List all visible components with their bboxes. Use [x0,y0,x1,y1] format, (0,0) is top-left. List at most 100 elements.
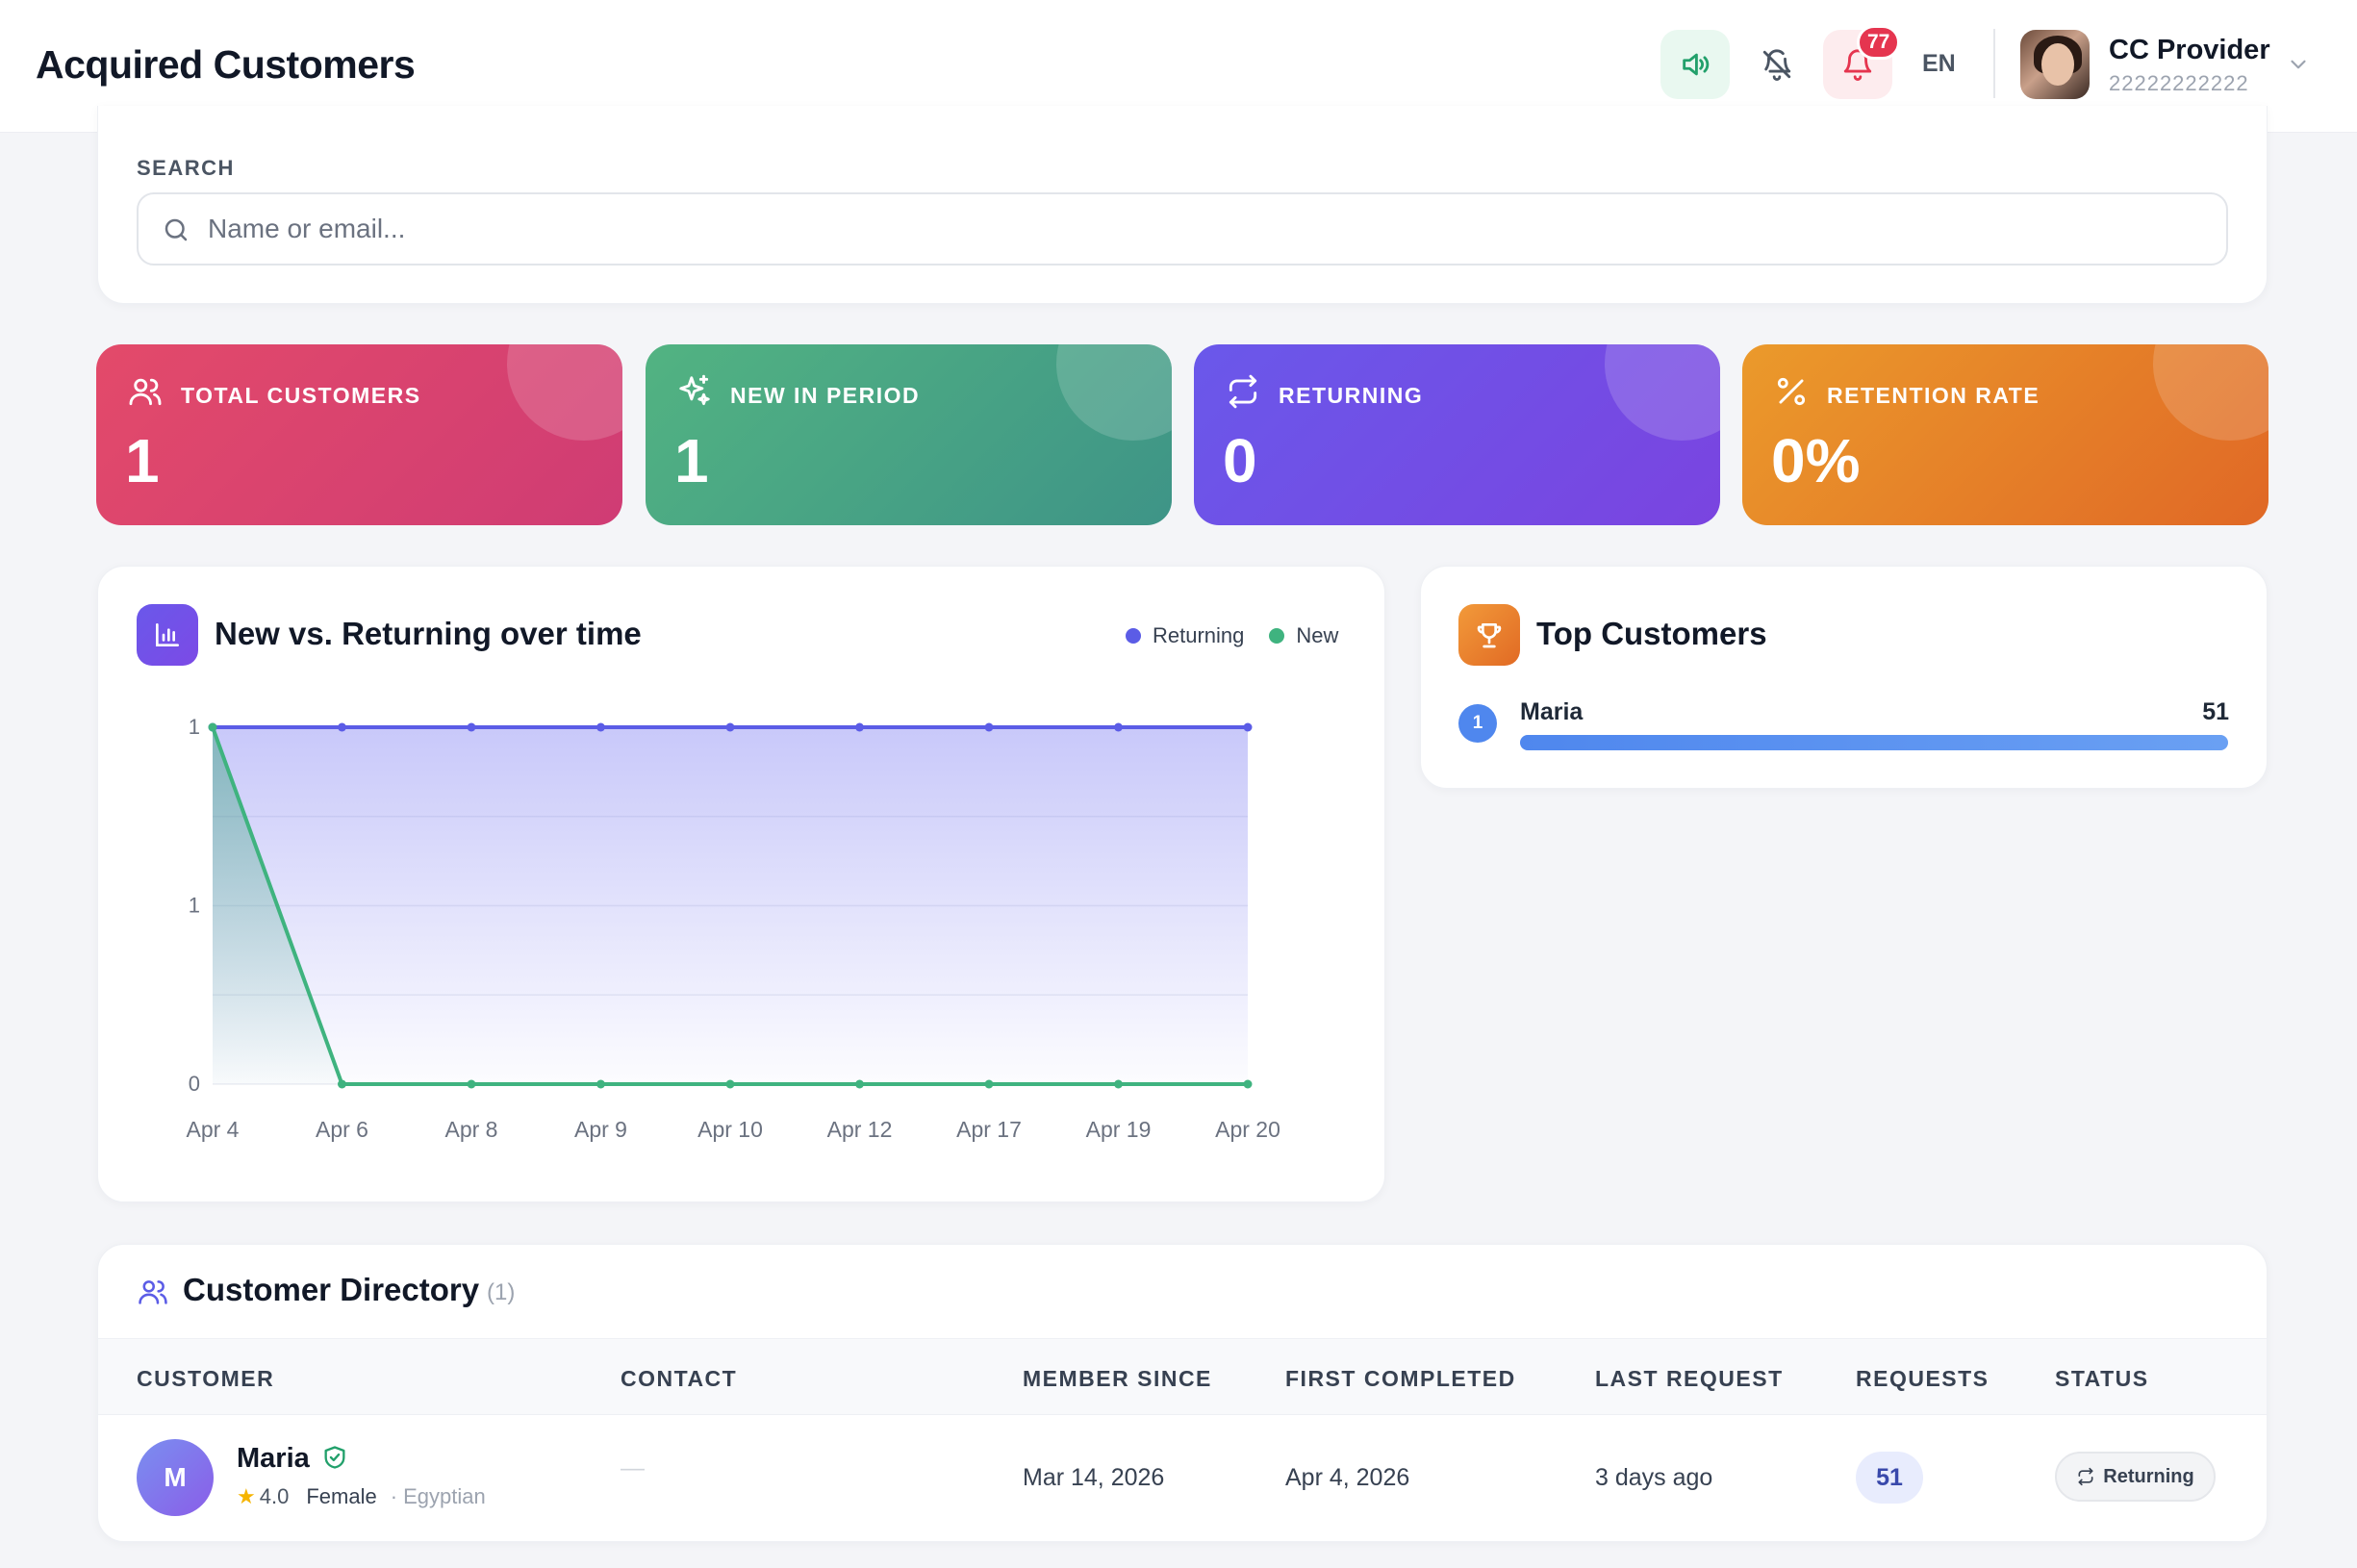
user-id: 22222222222 [2109,71,2249,95]
sound-toggle-button[interactable] [1660,30,1730,99]
y-tick-label: 1 [189,894,200,918]
stat-label: RETURNING [1279,383,1424,408]
customer-avatar: M [137,1439,214,1516]
column-header-requests[interactable]: REQUESTS [1856,1366,1990,1391]
x-tick-label: Apr 19 [1086,1117,1152,1142]
customer-meta: ★ 4.0 Female · Egyptian [237,1484,486,1509]
notification-count-badge: 77 [1857,25,1901,60]
data-point [984,1079,994,1089]
bar-chart-icon [156,623,179,646]
chart-badge [137,604,198,666]
stat-value: 0 [1223,426,1257,495]
legend-dot [1269,628,1285,644]
top-customer-bar [1520,735,2228,750]
repeat-icon [1225,373,1261,415]
customer-name[interactable]: Maria [237,1443,310,1474]
data-point [725,722,735,732]
data-point [338,1079,346,1089]
column-header-last-request[interactable]: LAST REQUEST [1595,1366,1784,1391]
header-divider [1993,29,1995,98]
first-completed: Apr 4, 2026 [1285,1464,1410,1491]
top-customer-count: 51 [2202,698,2229,725]
chart-legend: Returning New [1126,623,1363,648]
data-point [1243,1079,1253,1089]
bell-off-icon [1762,49,1791,81]
legend-label: Returning [1153,623,1245,647]
mute-notifications-button[interactable] [1742,30,1812,99]
users-icon [137,1276,169,1313]
language-switcher[interactable]: EN [1922,50,1956,77]
x-tick-label: Apr 20 [1215,1117,1280,1142]
top-customers-card [1420,566,2268,789]
legend-label: New [1296,623,1339,647]
legend-item-returning[interactable]: Returning [1126,623,1244,648]
data-point [725,1079,735,1089]
verified-shield-icon [321,1444,348,1476]
top-customers-title: Top Customers [1536,616,1767,651]
data-point [1114,1079,1123,1089]
rank-badge: 1 [1458,704,1497,743]
status-badge: Returning [2055,1452,2216,1502]
percent-icon [1773,373,1810,415]
star-icon: ★ [237,1484,256,1508]
legend-dot [1126,628,1141,644]
member-since: Mar 14, 2026 [1023,1464,1165,1491]
data-point [596,722,605,732]
search-field[interactable] [137,192,2228,266]
stat-value: 1 [674,426,709,495]
status-label: Returning [2103,1465,2194,1487]
chevron-down-icon[interactable] [2286,52,2311,82]
page-title: Acquired Customers [36,42,416,87]
customer-contact: — [621,1454,645,1481]
column-header-status[interactable]: STATUS [2055,1366,2149,1391]
data-point [855,1079,864,1089]
data-point [855,722,864,732]
column-header-member-since[interactable]: MEMBER SINCE [1023,1366,1212,1391]
repeat-icon [2078,1467,2093,1486]
stat-card-total-customers: TOTAL CUSTOMERS 1 [96,344,622,525]
y-tick-label: 0 [189,1072,200,1096]
series-area-returning [213,727,1248,1084]
stat-card-new-in-period: NEW IN PERIOD 1 [646,344,1172,525]
stat-value: 0% [1771,426,1861,495]
user-name[interactable]: CC Provider [2109,35,2270,65]
top-customer-bar-fill [1520,735,2228,750]
line-chart: 1 1 0 Apr 4 Apr 6 Apr 8 Apr 9 Apr 10 Apr 12 Apr … [187,715,1280,1142]
x-tick-label: Apr 9 [574,1117,627,1142]
x-tick-label: Apr 12 [827,1117,893,1142]
sparkles-icon [676,373,713,415]
data-point [1114,722,1123,732]
users-icon [127,373,164,415]
stat-label: RETENTION RATE [1827,383,2040,408]
column-header-customer[interactable]: CUSTOMER [137,1366,275,1391]
data-point [338,722,346,732]
stat-card-retention-rate: RETENTION RATE 0% [1742,344,2268,525]
speaker-icon [1683,53,1710,76]
data-point [208,722,217,732]
x-tick-label: Apr 4 [187,1117,240,1142]
trophy-icon [1477,623,1502,648]
top-customer-name[interactable]: Maria [1520,698,1584,725]
column-header-contact[interactable]: CONTACT [621,1366,738,1391]
table-header [98,1338,2267,1415]
data-point [467,1079,476,1089]
x-tick-label: Apr 6 [316,1117,368,1142]
stat-card-returning: RETURNING 0 [1194,344,1720,525]
search-icon [162,215,190,249]
search-input[interactable] [208,194,2209,264]
chart-title: New vs. Returning over time [215,616,642,651]
user-avatar[interactable] [2020,30,2090,99]
series-area-new [213,727,1248,1084]
customer-gender: Female [306,1484,377,1508]
stat-value: 1 [125,426,160,495]
legend-item-new[interactable]: New [1269,623,1338,648]
customer-nationality: · Egyptian [390,1484,486,1508]
column-header-first-completed[interactable]: FIRST COMPLETED [1285,1366,1516,1391]
data-point [467,722,476,732]
data-point [1243,722,1253,732]
stat-label: NEW IN PERIOD [730,383,921,408]
customer-rating: 4.0 [259,1484,290,1508]
directory-count: (1) [487,1279,516,1305]
data-point [596,1079,605,1089]
directory-title: Customer Directory [183,1272,480,1307]
